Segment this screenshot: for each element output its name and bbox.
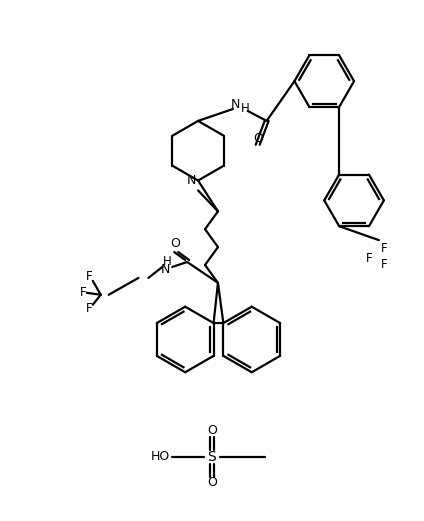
Text: H: H: [163, 255, 172, 268]
Text: H: H: [240, 103, 249, 116]
Text: F: F: [381, 242, 387, 255]
Text: N: N: [187, 174, 196, 187]
Text: F: F: [86, 270, 92, 283]
Text: F: F: [365, 252, 372, 265]
Text: S: S: [208, 450, 216, 464]
Text: O: O: [207, 425, 217, 437]
Text: N: N: [231, 97, 240, 110]
Text: F: F: [381, 258, 387, 271]
Text: O: O: [207, 476, 217, 489]
Text: HO: HO: [151, 450, 170, 463]
Text: O: O: [170, 237, 180, 250]
Text: F: F: [86, 302, 92, 315]
Text: O: O: [253, 132, 262, 145]
Text: F: F: [80, 286, 86, 299]
Text: N: N: [161, 264, 170, 277]
